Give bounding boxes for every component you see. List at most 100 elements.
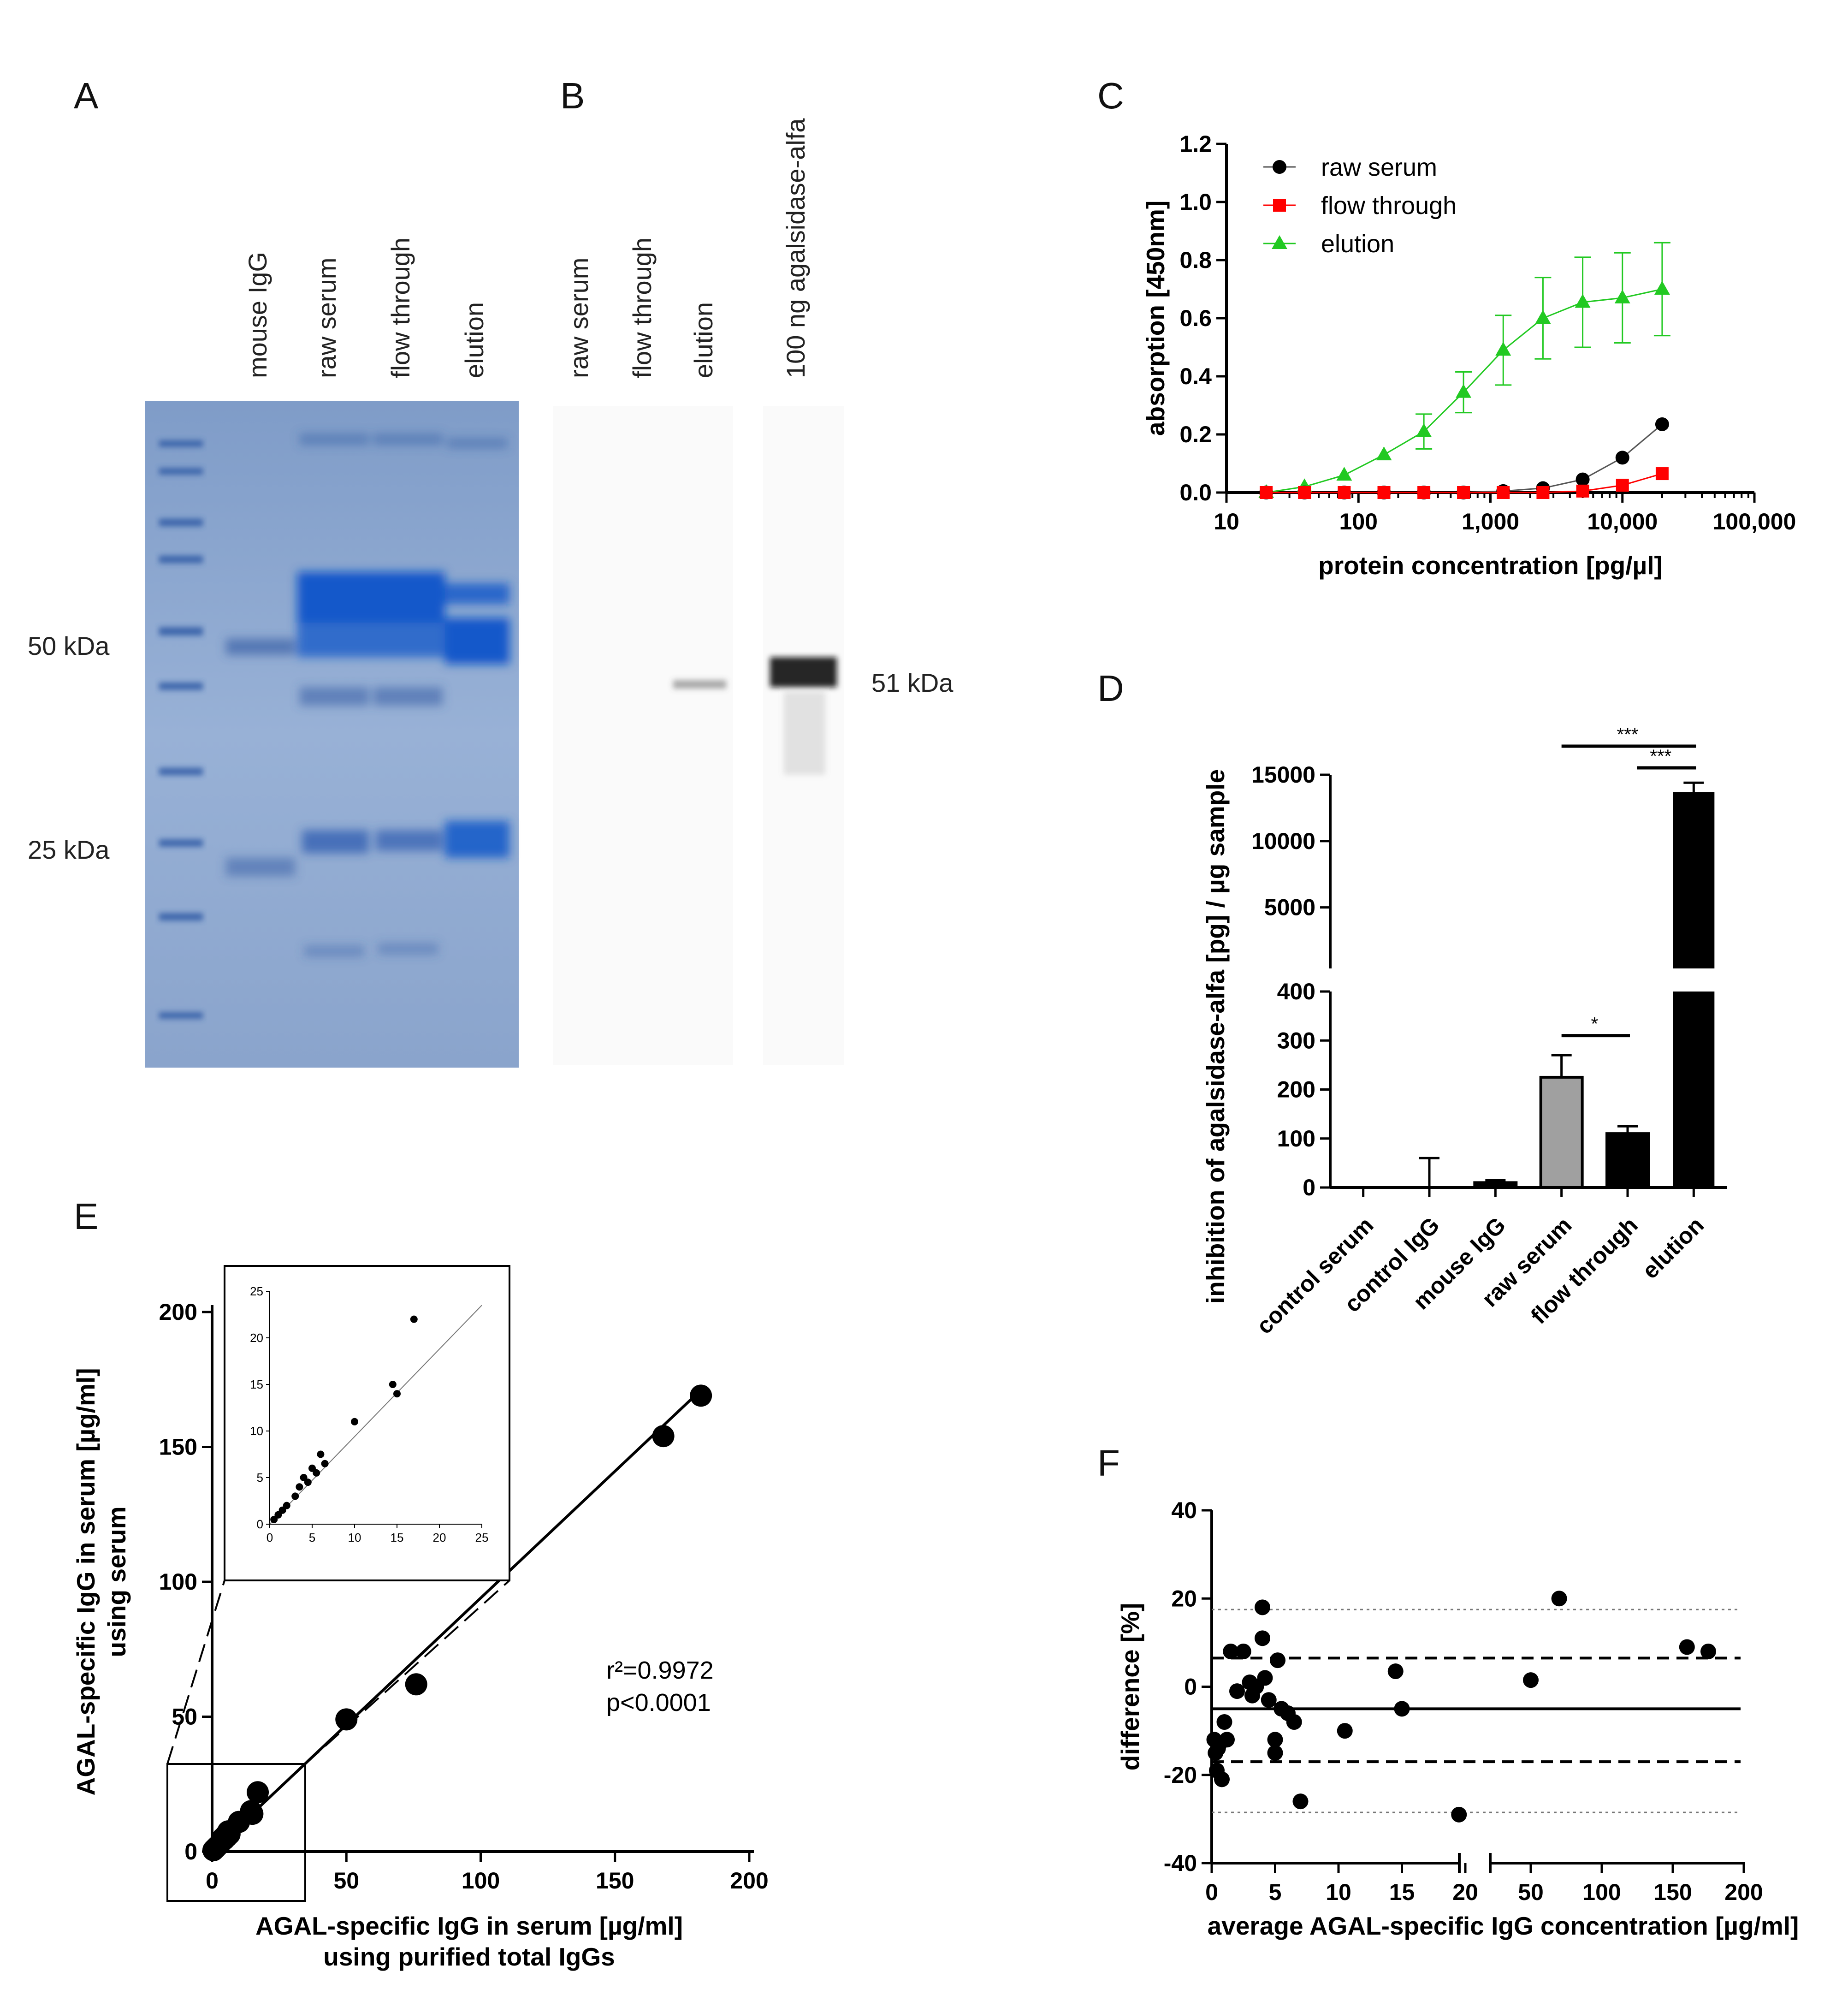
f-ytick-label: -40 bbox=[1164, 1850, 1197, 1876]
c-legend-marker-raw-serum bbox=[1273, 160, 1286, 174]
f-xtick-label: 20 bbox=[1452, 1879, 1478, 1905]
e-inset-ytick-label: 0 bbox=[257, 1517, 263, 1531]
lane-label-flow-through: flow through bbox=[386, 238, 415, 378]
sds-gel-image bbox=[145, 401, 519, 1068]
e-y-axis-title-2: using serum bbox=[102, 1506, 131, 1657]
c-legend-label: flow through bbox=[1321, 192, 1457, 220]
e-data-point bbox=[405, 1673, 427, 1696]
e-inset-data-point bbox=[389, 1381, 397, 1388]
d-ytick-label: 15000 bbox=[1251, 762, 1315, 788]
e-inset-ytick-label: 20 bbox=[250, 1331, 263, 1345]
f-xtick-label: 15 bbox=[1389, 1879, 1415, 1905]
f-data-point bbox=[1223, 1644, 1239, 1659]
d-ytick-label: 200 bbox=[1277, 1077, 1315, 1103]
c-point-flow-through bbox=[1338, 486, 1351, 499]
western-blot-image bbox=[553, 406, 844, 1065]
c-legend-label: elution bbox=[1321, 230, 1394, 258]
f-xtick-label: 10 bbox=[1326, 1879, 1351, 1905]
marker-51kda: 51 kDa bbox=[871, 668, 954, 697]
e-inset-xtick-label: 15 bbox=[391, 1531, 404, 1544]
f-ytick-label: 40 bbox=[1171, 1497, 1197, 1523]
panel-b-lane-labels: raw serum flow through elution 100 ng ag… bbox=[564, 118, 810, 378]
p-value-annotation: p<0.0001 bbox=[606, 1689, 711, 1716]
c-point-elution bbox=[1336, 467, 1352, 481]
d-ytick-label: 400 bbox=[1277, 979, 1315, 1004]
d-category-label: elution bbox=[1637, 1212, 1709, 1283]
f-xtick-label: 200 bbox=[1724, 1879, 1763, 1905]
c-point-elution bbox=[1535, 310, 1551, 324]
f-data-point bbox=[1337, 1723, 1353, 1739]
panel-b-label: B bbox=[560, 75, 585, 116]
e-data-point bbox=[335, 1708, 358, 1731]
e-inset-data-point bbox=[283, 1502, 290, 1509]
c-ytick-label: 0.0 bbox=[1179, 480, 1212, 505]
lane-label-elution: elution bbox=[460, 302, 489, 378]
e-inset-data-point bbox=[274, 1511, 282, 1519]
f-data-point bbox=[1267, 1732, 1283, 1748]
f-data-point bbox=[1257, 1670, 1273, 1686]
c-series-line-0 bbox=[1266, 423, 1663, 493]
f-data-point bbox=[1229, 1683, 1245, 1699]
e-xtick-label: 50 bbox=[333, 1868, 359, 1894]
c-legend-marker-elution bbox=[1272, 235, 1287, 249]
d-ytick-label: 100 bbox=[1277, 1126, 1315, 1152]
d-ytick-label: 0 bbox=[1303, 1175, 1315, 1200]
c-ytick-label: 1.2 bbox=[1179, 131, 1212, 157]
e-x-axis-title-2: using purified total IgGs bbox=[323, 1942, 615, 1971]
f-data-point bbox=[1267, 1745, 1283, 1761]
c-xtick-label: 10,000 bbox=[1587, 509, 1658, 534]
f-data-point bbox=[1270, 1652, 1285, 1669]
c-xtick-label: 1,000 bbox=[1462, 509, 1519, 534]
d-significance-label: *** bbox=[1617, 724, 1639, 745]
e-xtick-label: 100 bbox=[462, 1868, 500, 1894]
lane-label-raw-serum-b: raw serum bbox=[564, 258, 593, 378]
c-point-elution bbox=[1416, 423, 1432, 437]
f-xtick-label: 5 bbox=[1269, 1879, 1282, 1905]
e-xtick-label: 200 bbox=[730, 1868, 768, 1894]
f-y-axis-title: difference [%] bbox=[1116, 1603, 1144, 1771]
d-bar-2 bbox=[1473, 1181, 1518, 1189]
f-data-point bbox=[1219, 1732, 1235, 1748]
e-ytick-label: 0 bbox=[184, 1839, 197, 1864]
d-category-label: control serum bbox=[1251, 1212, 1378, 1339]
e-inset-data-point bbox=[296, 1483, 303, 1491]
e-zoom-connector bbox=[166, 1580, 225, 1764]
e-inset-data-point bbox=[291, 1492, 299, 1500]
e-inset-ytick-label: 5 bbox=[257, 1471, 263, 1484]
c-point-flow-through bbox=[1298, 486, 1311, 499]
e-inset-data-point bbox=[313, 1469, 320, 1477]
chart-f: -40 -20 0 20 40 0 5 10 15 20 50 100 150 200 average AG… bbox=[1116, 1497, 1799, 1940]
e-inset-xtick-label: 5 bbox=[309, 1531, 315, 1544]
e-inset-data-point bbox=[317, 1450, 325, 1458]
d-bar-3 bbox=[1539, 1075, 1584, 1189]
panel-a-label: A bbox=[74, 75, 99, 116]
f-data-point bbox=[1216, 1714, 1232, 1730]
e-xtick-label: 0 bbox=[206, 1868, 219, 1894]
e-zoom-box bbox=[166, 1763, 306, 1902]
c-ytick-label: 0.2 bbox=[1179, 422, 1212, 447]
e-data-point bbox=[690, 1384, 712, 1407]
panel-a-lane-labels: mouse IgG raw serum flow through elution bbox=[243, 238, 489, 378]
d-y-axis-title: inhibition of agalsidase-alfa [pg] / µg … bbox=[1201, 769, 1230, 1304]
f-data-point bbox=[1451, 1806, 1467, 1823]
e-inset-fit-line bbox=[269, 1305, 482, 1525]
e-inset-data-point bbox=[321, 1460, 329, 1467]
c-point-flow-through bbox=[1377, 486, 1391, 499]
c-ytick-label: 1.0 bbox=[1179, 189, 1212, 215]
c-x-axis-title: protein concentration [pg/µl] bbox=[1318, 551, 1663, 580]
f-ytick-label: 20 bbox=[1171, 1585, 1197, 1611]
d-ytick-label: 10000 bbox=[1251, 828, 1315, 854]
e-regression-line bbox=[211, 1386, 705, 1853]
e-ytick-label: 150 bbox=[159, 1434, 197, 1460]
c-point-elution bbox=[1654, 281, 1670, 295]
e-inset-xtick-label: 0 bbox=[267, 1531, 273, 1544]
e-ytick-label: 200 bbox=[159, 1299, 197, 1325]
f-data-point bbox=[1255, 1630, 1270, 1646]
d-bar-5-upper bbox=[1673, 792, 1715, 968]
lane-label-flow-through-b: flow through bbox=[628, 238, 657, 378]
e-data-point bbox=[652, 1425, 675, 1448]
chart-c: 0.0 0.2 0.4 0.6 0.8 1.0 1.2 10 100 1,000 10,000 100… bbox=[1141, 131, 1796, 580]
c-point-flow-through bbox=[1655, 467, 1669, 481]
e-x-axis-title: AGAL-specific IgG in serum [µg/ml] bbox=[255, 1912, 683, 1940]
